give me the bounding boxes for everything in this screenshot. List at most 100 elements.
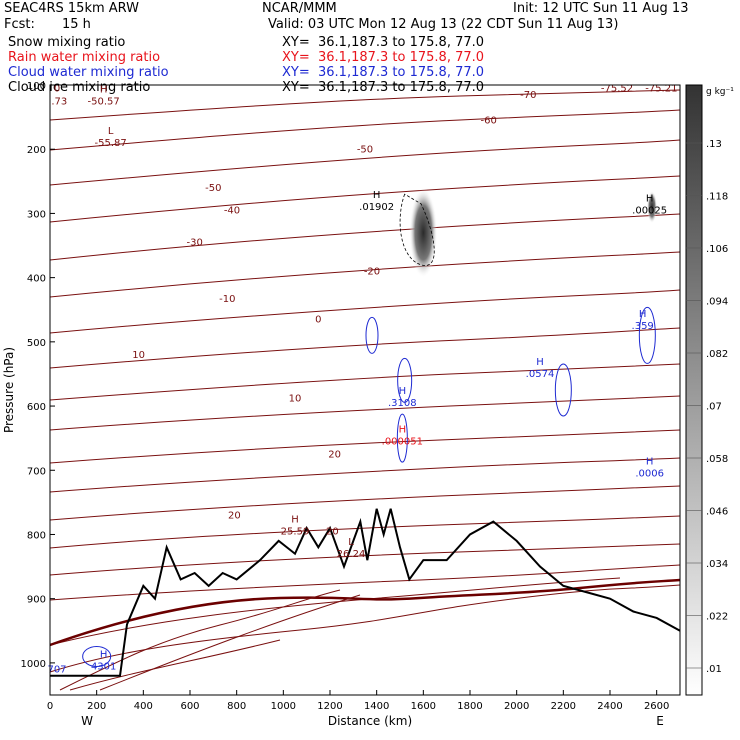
isotherm-label: 20 [326, 526, 339, 537]
extremum-value: -75.21 [645, 83, 677, 94]
isotherm-line [59, 589, 341, 691]
zero-isotherm-line [49, 578, 681, 647]
y-tick-label: 800 [27, 530, 46, 541]
extremum-symbol: H [373, 190, 381, 201]
x-tick-label: 2200 [551, 701, 576, 712]
colorbar-unit: g kg⁻¹ [706, 87, 734, 97]
y-tick-label: 900 [27, 595, 46, 606]
isotherm-line [49, 327, 681, 369]
x-tick-label: 0 [47, 701, 53, 712]
isotherm-label: -70 [520, 90, 536, 101]
cloud-water-contour [397, 357, 413, 403]
extremum-value: 26.24 [337, 549, 366, 560]
extremum-value: 4301 [91, 661, 116, 672]
x-tick-label: 1600 [411, 701, 436, 712]
colorbar-tick-label: .118 [706, 192, 728, 203]
y-tick-label: 400 [27, 274, 46, 285]
forecast-hour: 15 h [62, 17, 91, 32]
colorbar-tick-label: .022 [706, 612, 728, 623]
x-tick-label: 1400 [364, 701, 389, 712]
extremum-value: .0006 [635, 469, 664, 480]
extremum-value: .3108 [388, 398, 417, 409]
field-label-rain: Rain water mixing ratio [8, 50, 161, 65]
isotherm-line [49, 395, 681, 431]
plot-frame [49, 84, 681, 696]
model-title: SEAC4RS 15km ARW [4, 1, 140, 16]
colorbar-tick-label: .106 [706, 244, 728, 255]
isotherm-label: -60 [480, 116, 496, 127]
extremum-symbol: H [291, 514, 299, 525]
colorbar-tick-label: .01 [706, 664, 722, 675]
isotherm-label: -30 [186, 238, 202, 249]
isotherm-line [49, 577, 621, 646]
extremum-symbol: L [108, 126, 114, 137]
isotherm-line [49, 485, 681, 521]
x-tick-label: 800 [227, 701, 246, 712]
x-tick-label: 1200 [317, 701, 342, 712]
x-tick-label: 1800 [457, 701, 482, 712]
terrain-line [50, 508, 681, 677]
field-xy-snow: XY= 36.1,187.3 to 175.8, 77.0 [282, 35, 485, 50]
cloud-water-contour [638, 306, 656, 364]
colorbar-tick-label: .058 [706, 454, 728, 465]
field-xy-cloud-water: XY= 36.1,187.3 to 175.8, 77.0 [282, 65, 485, 80]
x-tick-label: 1000 [271, 701, 296, 712]
colorbar-tick-label: .034 [706, 559, 728, 570]
extremum-value: .000051 [382, 437, 423, 448]
isotherm-label: -20 [364, 266, 380, 277]
isotherm-line [49, 584, 681, 673]
field-xy-rain: XY= 36.1,187.3 to 175.8, 77.0 [282, 50, 485, 65]
field-label-cloud-water: Cloud water mixing ratio [8, 65, 169, 80]
extremum-symbol: H [639, 309, 647, 320]
colorbar: .13 .118 .106 .094 .082 .07 .058 .046 .034 .022 .0… [685, 84, 728, 696]
cloud-ice-shading [647, 191, 657, 223]
extremum-symbol: L [348, 537, 354, 548]
isotherm-label: -40 [224, 205, 240, 216]
colorbar-tick-label: .13 [706, 139, 722, 150]
y-tick-label: 600 [27, 402, 46, 413]
colorbar-tick-label: .046 [706, 507, 728, 518]
isotherm-line [49, 289, 681, 334]
extremum-value: .00025 [632, 205, 667, 216]
forecast-label: Fcst: [4, 17, 35, 32]
isotherm-line [69, 639, 281, 691]
y-tick-label: 1000 [21, 659, 46, 670]
axes: 0 200 400 600 800 1000 1200 1400 1600 1800 2000 220… [21, 81, 670, 712]
isotherm-line [49, 543, 681, 576]
isotherm-label: 20 [228, 510, 241, 521]
x-tick-label: 600 [180, 701, 199, 712]
y-tick-label: 200 [27, 145, 46, 156]
isotherm-label: 10 [289, 394, 302, 405]
cloud-water-contour [82, 645, 112, 667]
init-time: Init: 12 UTC Sun 11 Aug 13 [513, 1, 689, 16]
field-label-snow: Snow mixing ratio [8, 35, 126, 50]
x-axis-west-label: W [81, 714, 93, 728]
field-label-cloud-ice: Cloud ice mixing ratio [8, 80, 151, 95]
colorbar-scale [685, 84, 703, 696]
cloud-ice-contour [399, 193, 435, 266]
isotherm-line [49, 457, 681, 493]
cloud-water-contour [365, 316, 379, 354]
extremum-value: .73 [51, 96, 67, 107]
isotherm-line [49, 89, 681, 121]
extremum-symbol: H [399, 425, 407, 436]
x-tick-label: 2600 [644, 701, 669, 712]
y-tick-label: 700 [27, 466, 46, 477]
isotherm-line [49, 564, 681, 601]
extremum-value: 25.59 [281, 526, 310, 537]
extremum-symbol: H [399, 386, 407, 397]
isotherm-label: 0 [315, 315, 321, 326]
center-title: NCAR/MMM [262, 1, 337, 16]
extremum-value: -50.57 [88, 96, 120, 107]
isotherm-line [49, 429, 681, 464]
y-tick-label: 500 [27, 338, 46, 349]
isotherm-label: 10 [132, 350, 145, 361]
isotherm-label: -50 [357, 144, 373, 155]
extremum-symbol: H [100, 649, 108, 660]
y-tick-label: 300 [27, 209, 46, 220]
x-tick-label: 2000 [504, 701, 529, 712]
extremum-symbol: H [100, 84, 108, 95]
colorbar-tick-label: .07 [706, 402, 722, 413]
extremum-value: .359 [632, 321, 654, 332]
